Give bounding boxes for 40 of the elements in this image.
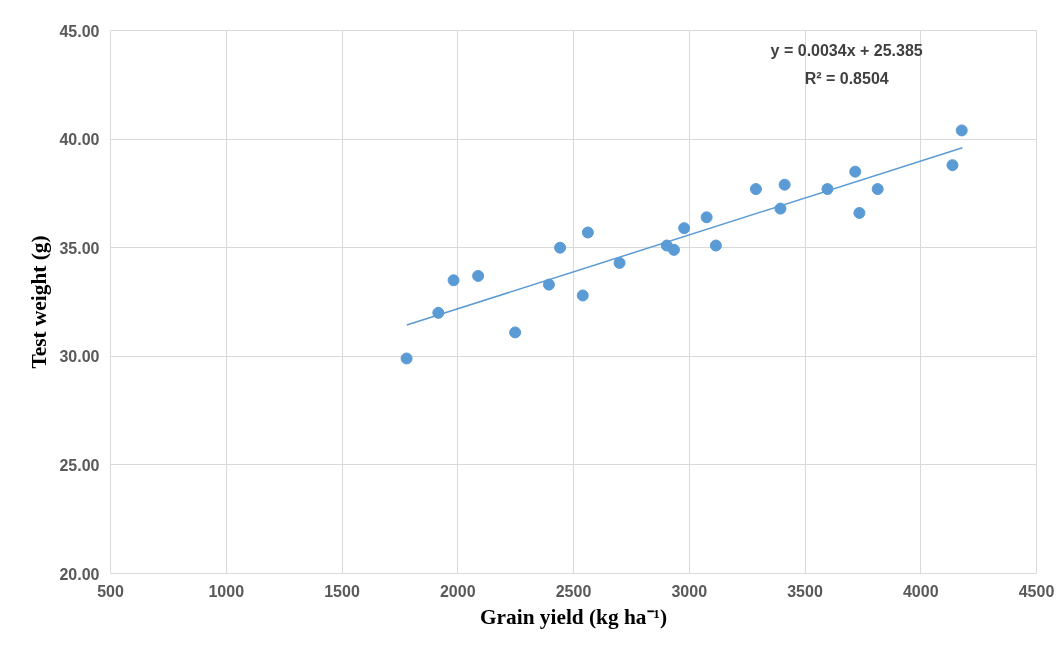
point (778, 178, 791, 191)
x-tick-label: 1500 (324, 582, 360, 600)
point (871, 183, 884, 196)
point (849, 165, 862, 178)
y-tick-label: 45.00 (59, 22, 100, 40)
y-tick-label: 25.00 (59, 456, 100, 474)
point (749, 183, 762, 196)
point (955, 124, 968, 137)
point (542, 278, 555, 291)
y-tick-label: 20.00 (59, 565, 100, 583)
annotation: y = 0.0034x + 25.385 (770, 41, 923, 59)
y-tick-label: 30.00 (59, 348, 100, 366)
x-tick-label: 2000 (439, 582, 476, 600)
point (432, 306, 445, 319)
point (400, 352, 413, 365)
x-tick-label: 500 (97, 582, 124, 600)
y-axis-title: Test weight (g) (27, 235, 52, 369)
point (853, 206, 866, 219)
point (447, 274, 460, 287)
point (576, 289, 589, 302)
point (554, 241, 567, 254)
x-tick-label: 4000 (902, 582, 939, 600)
x-axis-title: Grain yield (kg ha⁻¹) (480, 604, 667, 629)
annotation: R² = 0.8504 (804, 69, 889, 87)
point (613, 256, 626, 269)
point (946, 159, 959, 172)
point (709, 239, 722, 252)
y-tick-label: 35.00 (59, 239, 100, 257)
point (667, 243, 680, 256)
x-tick-label: 3500 (787, 582, 823, 600)
x-tick-label: 2500 (555, 582, 592, 600)
x-tick-label: 4500 (1018, 582, 1055, 600)
point (509, 326, 522, 339)
point (581, 226, 594, 239)
point (700, 211, 713, 224)
x-tick-label: 1000 (208, 582, 245, 600)
y-tick-label: 40.00 (59, 131, 100, 149)
point (472, 269, 485, 282)
x-tick-label: 3000 (671, 582, 708, 600)
point (678, 222, 691, 235)
